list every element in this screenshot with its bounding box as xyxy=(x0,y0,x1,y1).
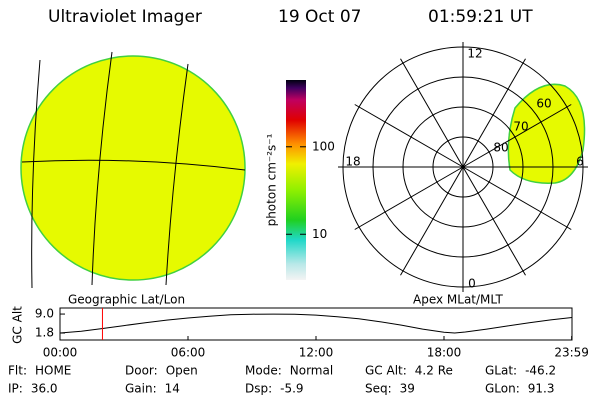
y-tick-label: 9.0 xyxy=(35,307,54,321)
mlt-label: 12 xyxy=(467,47,482,61)
colorbar-tick-label: 10 xyxy=(312,227,327,241)
polar-spoke xyxy=(462,166,526,276)
polar-spoke xyxy=(462,58,526,168)
mlt-label: 18 xyxy=(345,155,360,169)
field-value: Normal xyxy=(290,364,333,378)
y-tick-label: 1.8 xyxy=(35,326,54,340)
field-value: 14 xyxy=(165,382,180,396)
date: 19 Oct 07 xyxy=(278,7,361,27)
mlt-label: 0 xyxy=(468,277,476,291)
lat-label: 80 xyxy=(493,141,508,155)
field-value: 4.2 Re xyxy=(415,364,453,378)
field-value: HOME xyxy=(35,364,71,378)
geo-disk xyxy=(20,51,246,289)
polar-spoke xyxy=(462,104,572,168)
polar-spoke xyxy=(354,166,464,230)
field-value: 39 xyxy=(400,382,415,396)
field-label: GC Alt: xyxy=(365,364,407,378)
x-tick-label: 23:59 xyxy=(554,346,589,360)
polar-spoke xyxy=(400,166,464,276)
colorbar-tick-label: 100 xyxy=(312,139,335,153)
polar-spoke xyxy=(462,166,572,230)
field-value: -46.2 xyxy=(525,364,556,378)
field-label: Dsp: xyxy=(245,382,272,396)
field-label: Seq: xyxy=(365,382,392,396)
field-label: GLon: xyxy=(485,382,520,396)
left-caption: Geographic Lat/Lon xyxy=(68,293,185,307)
field-label: Gain: xyxy=(125,382,157,396)
field-value: Open xyxy=(166,364,198,378)
polar-plot xyxy=(338,42,588,292)
y-axis-label: GC Alt xyxy=(11,306,25,344)
x-tick-label: 06:00 xyxy=(171,346,206,360)
polar-spoke xyxy=(354,104,464,168)
field-label: Mode: xyxy=(245,364,282,378)
altitude-line xyxy=(59,313,573,334)
x-tick-label: 00:00 xyxy=(43,346,78,360)
x-tick-label: 18:00 xyxy=(427,346,462,360)
polar-spoke xyxy=(400,58,464,168)
right-caption: Apex MLat/MLT xyxy=(413,293,503,307)
title: Ultraviolet Imager xyxy=(48,7,202,27)
field-value: -5.9 xyxy=(280,382,303,396)
time: 01:59:21 UT xyxy=(428,7,533,27)
field-label: Flt: xyxy=(8,364,27,378)
field-label: GLat: xyxy=(485,364,517,378)
lat-label: 60 xyxy=(536,97,551,111)
colorbar xyxy=(286,80,306,280)
x-tick-label: 12:00 xyxy=(299,346,334,360)
colorbar-label: photon cm⁻²s⁻¹ xyxy=(265,133,279,226)
field-value: 91.3 xyxy=(528,382,555,396)
field-value: 36.0 xyxy=(31,382,58,396)
mlt-label: 6 xyxy=(576,155,584,169)
lat-label: 70 xyxy=(513,120,528,134)
field-label: Door: xyxy=(125,364,158,378)
field-label: IP: xyxy=(8,382,23,396)
